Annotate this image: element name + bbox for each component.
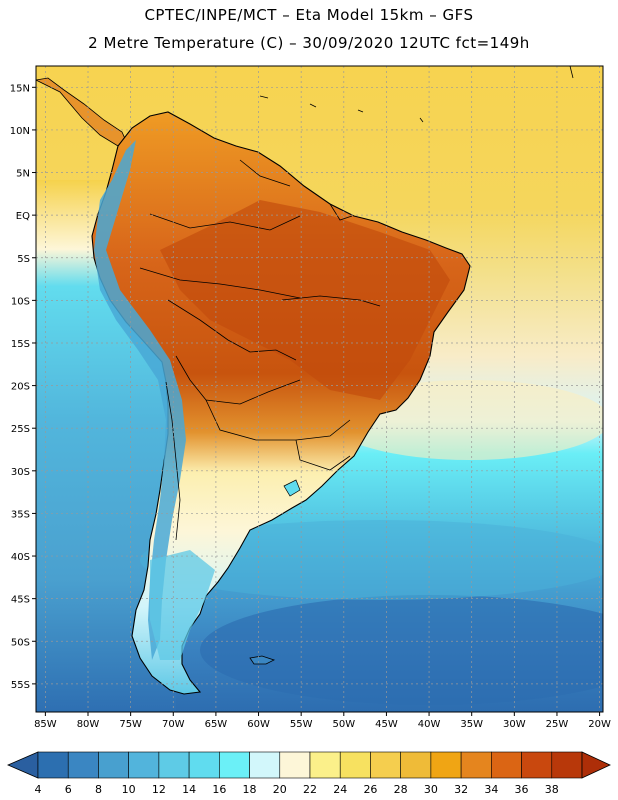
title-line-2: 2 Metre Temperature (C) – 30/09/2020 12U… — [88, 34, 530, 52]
lon-label: 30W — [503, 719, 526, 730]
lon-label: 40W — [418, 719, 441, 730]
colorbar-high-arrow — [581, 751, 611, 779]
colorbar-swatch — [67, 751, 99, 779]
lat-label: 40S — [11, 552, 30, 563]
colorbar-swatch — [521, 751, 553, 779]
lat-label: 45S — [11, 595, 30, 606]
lon-label: 50W — [332, 719, 355, 730]
lon-label: 20W — [588, 719, 611, 730]
lagoa-dos-patos — [283, 479, 301, 497]
colorbar-label: 22 — [303, 783, 317, 796]
colorbar: 4 6 8 10 12 14 16 18 20 22 24 26 28 30 32 34 36 38 — [6, 751, 611, 796]
lon-label: 70W — [162, 719, 185, 730]
andes-cool-strip — [94, 140, 186, 660]
colorbar-swatch — [460, 751, 492, 779]
lon-label: 80W — [77, 719, 100, 730]
lon-label: 75W — [119, 719, 142, 730]
colorbar-label: 30 — [424, 783, 438, 796]
caribbean-islands — [259, 66, 574, 123]
lat-label: 35S — [11, 509, 30, 520]
lon-label: 65W — [205, 719, 228, 730]
colorbar-label: 28 — [394, 783, 408, 796]
mid-ocean-band — [140, 520, 603, 600]
falkland-islands — [249, 655, 276, 665]
lat-label: 55S — [11, 680, 30, 691]
colorbar-swatch — [400, 751, 432, 779]
colorbar-swatch — [128, 751, 160, 779]
colorbar-swatch — [339, 751, 371, 779]
colorbar-swatch — [491, 751, 522, 779]
colorbar-swatch — [98, 751, 129, 779]
colorbar-label: 24 — [333, 783, 347, 796]
colorbar-label: 4 — [35, 783, 42, 796]
lat-label: 20S — [11, 382, 30, 393]
colorbar-label: 6 — [65, 783, 72, 796]
map-frame — [35, 65, 604, 713]
lat-label: 5S — [17, 254, 30, 265]
colorbar-swatch — [551, 751, 583, 779]
latitude-labels: 15N 10N 5N EQ 5S 10S 15S 20S 25S 30S 35S 40S 45S 50S 5… — [10, 83, 36, 691]
colorbar-swatch — [219, 751, 250, 779]
lat-label: 5N — [16, 169, 30, 180]
colorbar-label: 34 — [484, 783, 498, 796]
lon-label: 55W — [290, 719, 313, 730]
lon-label: 35W — [460, 719, 483, 730]
colorbar-label: 26 — [363, 783, 377, 796]
lat-label: 15N — [10, 83, 30, 94]
lat-label: 25S — [11, 424, 30, 435]
colorbar-label: 18 — [243, 783, 257, 796]
lat-label: 30S — [11, 467, 30, 478]
colorbar-label: 8 — [95, 783, 102, 796]
colorbar-label: 38 — [545, 783, 559, 796]
cold-southern-ocean-band — [200, 595, 603, 705]
lat-label: 50S — [11, 637, 30, 648]
colorbar-low-arrow — [6, 751, 39, 779]
colorbar-label: 10 — [122, 783, 136, 796]
colorbar-label: 36 — [515, 783, 529, 796]
colorbar-label: 20 — [273, 783, 287, 796]
colorbar-swatch — [430, 751, 462, 779]
lat-label: EQ — [16, 211, 30, 222]
lat-label: 10N — [10, 126, 30, 137]
colorbar-swatch — [370, 751, 401, 779]
hot-interior-zone — [160, 200, 450, 400]
colorbar-swatch — [249, 751, 281, 779]
lon-label: 85W — [34, 719, 57, 730]
lat-label: 15S — [11, 339, 30, 350]
colorbar-swatch — [188, 751, 220, 779]
colorbar-label: 16 — [212, 783, 226, 796]
patagonia-cold-zone — [150, 550, 215, 660]
colorbar-swatch — [309, 751, 341, 779]
colorbar-label: 12 — [152, 783, 166, 796]
colorbar-label: 14 — [182, 783, 196, 796]
colorbar-swatch — [279, 751, 311, 779]
title-line-1: CPTEC/INPE/MCT – Eta Model 15km – GFS — [144, 6, 474, 24]
longitude-labels: 85W 80W 75W 70W 65W 60W 55W 50W 45W 40W 35W 30W 25W 2… — [34, 712, 611, 730]
colorbar-swatch — [37, 751, 69, 779]
colorbar-swatch — [158, 751, 190, 779]
lon-label: 60W — [247, 719, 270, 730]
lon-label: 25W — [546, 719, 569, 730]
colorbar-label: 32 — [454, 783, 468, 796]
lat-label: 10S — [11, 296, 30, 307]
lon-label: 45W — [375, 719, 398, 730]
